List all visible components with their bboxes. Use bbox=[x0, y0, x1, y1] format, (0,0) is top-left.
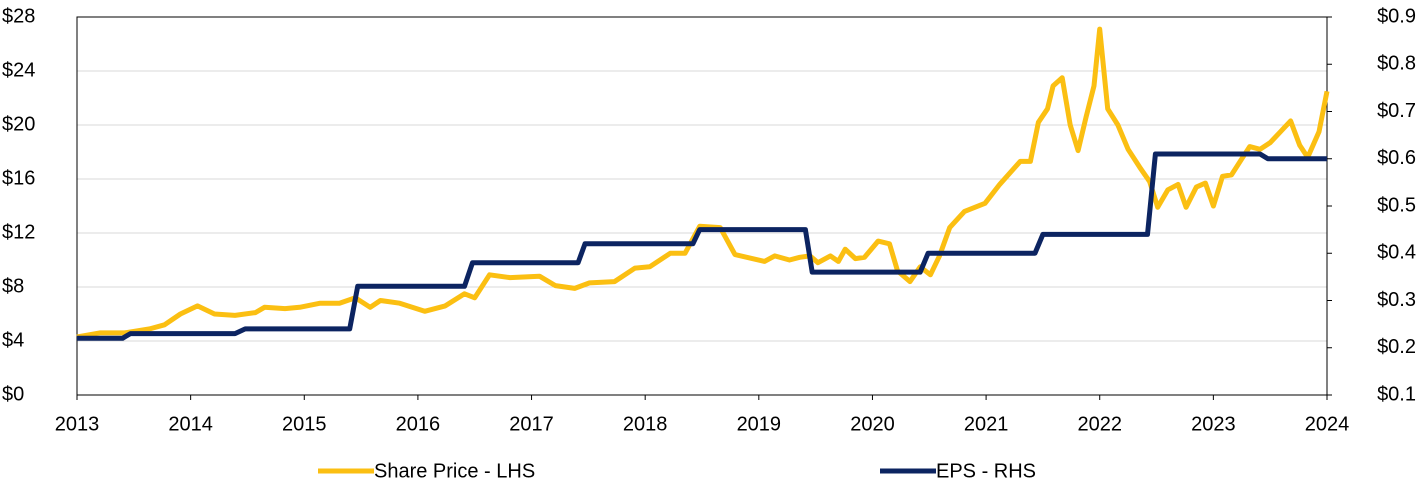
y-tick-label: $24 bbox=[2, 59, 35, 81]
y-tick-label: $8 bbox=[2, 275, 24, 297]
y2-tick-label: $0.9 bbox=[1377, 5, 1416, 27]
x-tick-label: 2018 bbox=[623, 413, 668, 435]
x-tick-label: 2021 bbox=[964, 413, 1009, 435]
x-tick-label: 2019 bbox=[737, 413, 782, 435]
y2-tick-label: $0.3 bbox=[1377, 289, 1416, 311]
legend-label: Share Price - LHS bbox=[374, 460, 535, 482]
plot-border bbox=[76, 16, 1328, 396]
x-tick-label: 2022 bbox=[1077, 413, 1122, 435]
x-tick-label: 2020 bbox=[850, 413, 895, 435]
x-tick-label: 2023 bbox=[1191, 413, 1236, 435]
x-tick-label: 2015 bbox=[282, 413, 327, 435]
y2-tick-label: $0.7 bbox=[1377, 100, 1416, 122]
y2-tick-label: $0.5 bbox=[1377, 194, 1416, 216]
x-tick-label: 2017 bbox=[509, 413, 554, 435]
y-tick-label: $28 bbox=[2, 5, 35, 27]
y2-tick-label: $0.6 bbox=[1377, 147, 1416, 169]
y2-tick-label: $0.4 bbox=[1377, 242, 1416, 264]
y2-tick-label: $0.2 bbox=[1377, 336, 1416, 358]
y-tick-label: $16 bbox=[2, 167, 35, 189]
y-tick-label: $4 bbox=[2, 329, 24, 351]
legend-label: EPS - RHS bbox=[936, 460, 1036, 482]
x-tick-label: 2016 bbox=[396, 413, 441, 435]
x-tick-label: 2014 bbox=[168, 413, 213, 435]
y2-tick-label: $0.1 bbox=[1377, 383, 1416, 405]
y-tick-label: $12 bbox=[2, 221, 35, 243]
y-tick-label: $0 bbox=[2, 383, 24, 405]
y2-tick-label: $0.8 bbox=[1377, 53, 1416, 75]
series-line bbox=[77, 151, 1327, 341]
x-tick-label: 2024 bbox=[1305, 413, 1350, 435]
series-line bbox=[76, 26, 1330, 340]
y-tick-label: $20 bbox=[2, 113, 35, 135]
x-tick-label: 2013 bbox=[55, 413, 100, 435]
